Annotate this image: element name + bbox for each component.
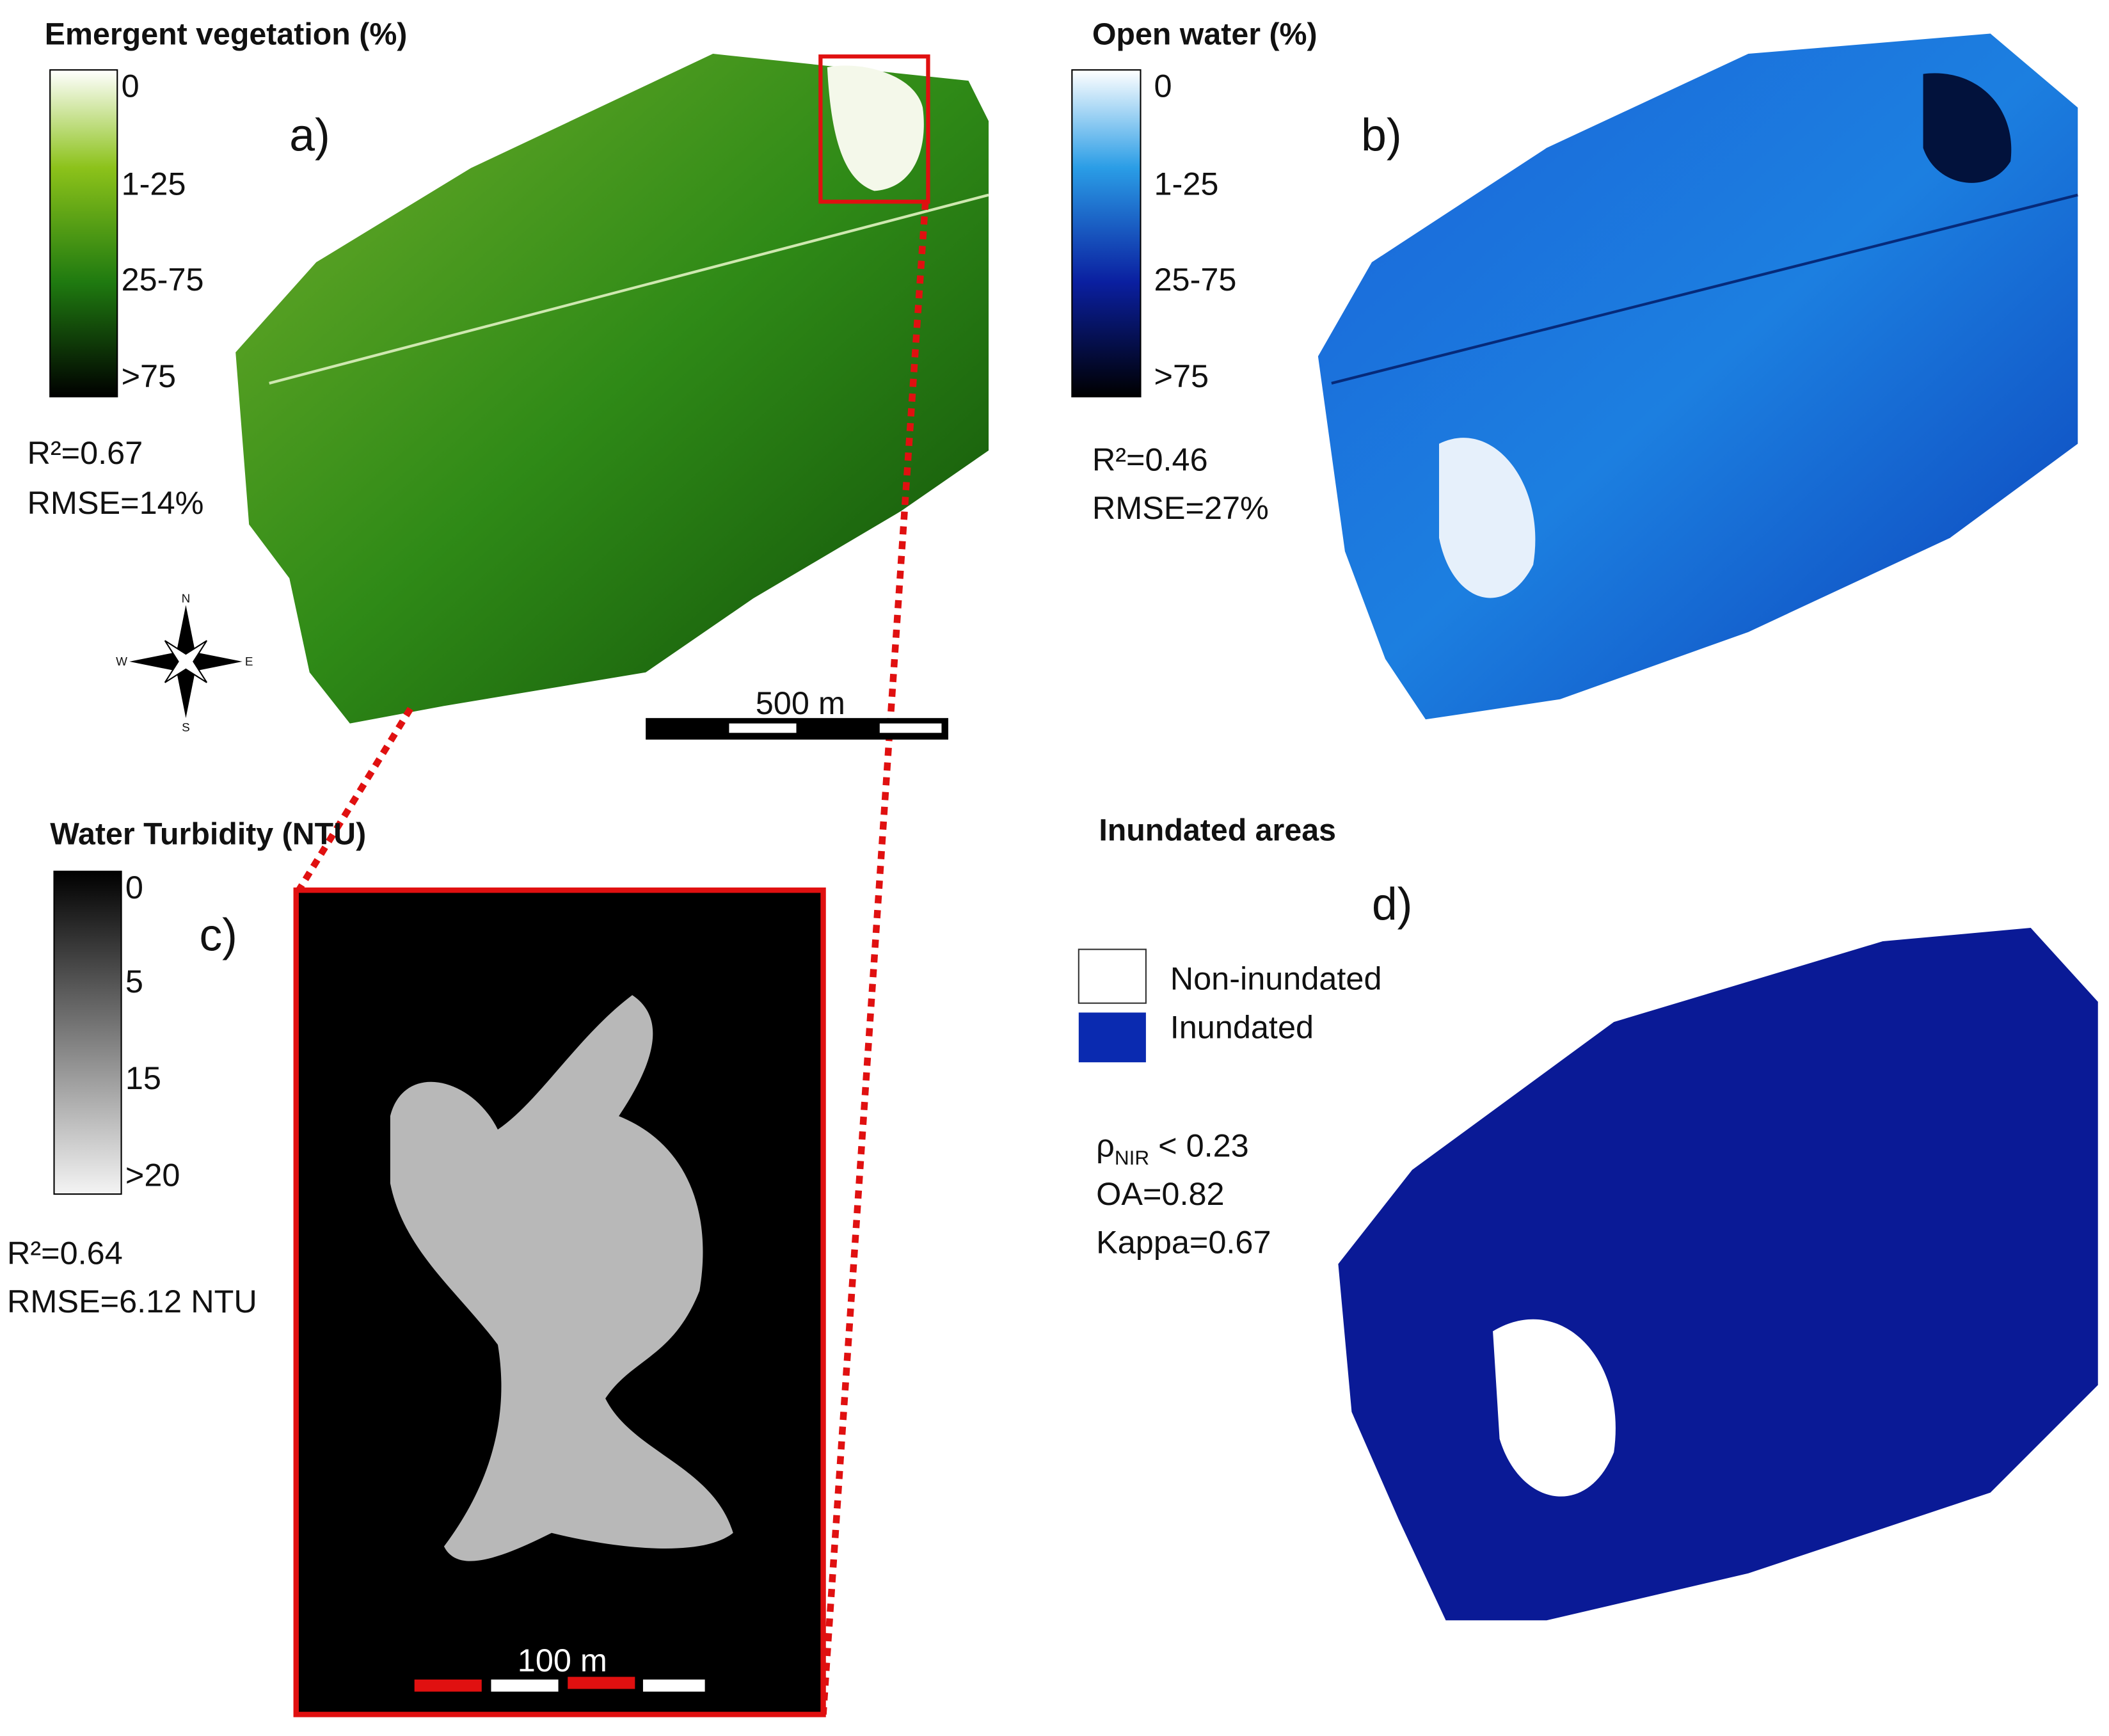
legend-swatch — [1078, 1012, 1146, 1063]
map-light-patch — [1439, 438, 1536, 598]
stat: R²=0.46 — [1092, 442, 1208, 478]
compass-label: W — [116, 655, 127, 669]
stat-subscript: NIR — [1115, 1146, 1149, 1169]
map-vegetation — [235, 54, 989, 724]
legend-label: 25-75 — [122, 261, 204, 298]
legend-label: Non-inundated — [1170, 960, 1382, 997]
color-bar — [53, 870, 122, 1195]
stat: Kappa=0.67 — [1096, 1224, 1271, 1261]
scale-bar — [414, 1676, 705, 1692]
scale-bar-segment — [879, 723, 942, 733]
panel-label: b) — [1361, 109, 1402, 161]
map-open-patch — [827, 65, 924, 191]
scale-bar-segment — [414, 1679, 482, 1692]
map-line — [1331, 193, 2078, 385]
compass-star — [164, 640, 208, 683]
scale-bar-segment — [729, 723, 797, 733]
scale-bar-segment — [491, 1679, 559, 1692]
legend-label: 25-75 — [1154, 261, 1237, 298]
stat: RMSE=14% — [27, 484, 203, 521]
legend-label: 0 — [1154, 67, 1172, 104]
panel-label: a) — [289, 109, 330, 161]
compass-label: N — [182, 592, 191, 605]
scale-bar-segment — [568, 1676, 635, 1689]
legend-label: 0 — [125, 869, 143, 905]
stat: ρNIR < 0.23 — [1096, 1127, 1249, 1169]
map-dark-patch — [1923, 73, 2012, 183]
stat: OA=0.82 — [1096, 1175, 1224, 1212]
scale-bar-label: 100 m — [518, 1642, 607, 1678]
legend-label: >75 — [1154, 358, 1209, 394]
panel-title: Inundated areas — [1099, 813, 1336, 847]
compass: N E S W — [116, 592, 253, 735]
stat: R²=0.67 — [27, 434, 143, 471]
stat: RMSE=27% — [1092, 490, 1269, 526]
compass-label: S — [182, 721, 190, 735]
compass-label: E — [245, 655, 253, 669]
panel-title: Emergent vegetation (%) — [45, 17, 408, 51]
zoom-line — [820, 201, 929, 1715]
legend-label: 0 — [122, 67, 139, 104]
map-line — [269, 193, 989, 385]
scale-bar-segment — [642, 1679, 705, 1692]
panel-label: d) — [1372, 879, 1413, 930]
scale-bar-label: 500 m — [756, 685, 845, 721]
stat: R²=0.64 — [7, 1234, 123, 1271]
legend-label: Inundated — [1170, 1008, 1314, 1045]
legend-swatch — [1078, 948, 1147, 1004]
legend-label: >20 — [125, 1156, 180, 1193]
stat-text: < 0.23 — [1149, 1127, 1249, 1163]
zoom-line — [296, 706, 413, 892]
color-bar — [49, 69, 118, 397]
stat: RMSE=6.12 NTU — [7, 1283, 257, 1319]
panel-label: c) — [199, 910, 237, 961]
legend-label: 1-25 — [1154, 166, 1219, 202]
panel-title: Open water (%) — [1092, 17, 1317, 51]
legend-label: 15 — [125, 1060, 161, 1096]
map-inundated — [1338, 928, 2098, 1621]
legend-label: >75 — [122, 358, 177, 394]
stat-symbol: ρ — [1096, 1127, 1115, 1163]
zoom-box — [818, 54, 930, 204]
map-dry-patch — [1493, 1319, 1616, 1497]
scale-bar — [646, 718, 948, 740]
legend-label: 5 — [125, 963, 143, 999]
color-bar — [1071, 69, 1142, 397]
legend-label: 1-25 — [122, 166, 186, 202]
panel-title: Water Turbidity (NTU) — [50, 817, 366, 852]
inset-turbid-water — [390, 995, 733, 1561]
